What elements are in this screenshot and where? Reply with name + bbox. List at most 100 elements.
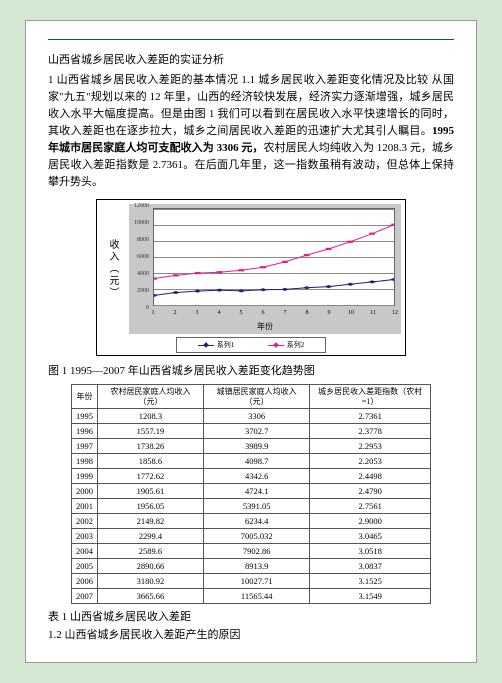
x-axis-title: 年份 [257, 321, 273, 332]
table-cell: 2.3778 [310, 424, 431, 439]
table-cell: 11565.44 [203, 589, 309, 604]
figure-caption: 图 1 1995—2007 年山西省城乡居民收入差距变化趋势图 [48, 362, 454, 378]
table-cell: 3180.92 [98, 574, 204, 589]
x-axis-labels: 123456789101112 [153, 310, 395, 320]
x-tick-label: 3 [196, 310, 199, 316]
table-cell: 3665.66 [98, 589, 204, 604]
table-cell: 2.4790 [310, 484, 431, 499]
table-cell: 3.0518 [310, 544, 431, 559]
table-header: 城乡居民收入差距指数（农村=1） [310, 384, 431, 408]
table-cell: 2.7361 [310, 409, 431, 424]
table-cell: 10027.71 [203, 574, 309, 589]
y-tick-label: 8000 [137, 237, 149, 243]
x-tick-label: 4 [218, 310, 221, 316]
table-row: 19951208.333062.7361 [72, 409, 431, 424]
table-row: 20011956.055391.052.7561 [72, 499, 431, 514]
table-cell: 1956.05 [98, 499, 204, 514]
table-row: 19961557.193702.72.3778 [72, 424, 431, 439]
legend-label-1: 系列1 [217, 340, 235, 350]
line-chart: 收入（元） 020004000600080001000012000 123456… [96, 199, 406, 356]
y-tick-label: 0 [146, 305, 149, 311]
table-cell: 7902.86 [203, 544, 309, 559]
table-cell: 4724.1 [203, 484, 309, 499]
table-cell: 2002 [72, 514, 98, 529]
x-tick-label: 10 [348, 310, 354, 316]
x-tick-label: 8 [306, 310, 309, 316]
table-cell: 2006 [72, 574, 98, 589]
table-cell: 2589.6 [98, 544, 204, 559]
income-table: 年份农村居民家庭人均收入（元）城镇居民家庭人均收入（元）城乡居民收入差距指数（农… [71, 384, 431, 604]
table-cell: 2.2953 [310, 439, 431, 454]
legend-item-2: 系列2 [268, 340, 305, 350]
chart-legend: 系列1 系列2 [176, 337, 326, 353]
table-row: 20052890.668913.93.0837 [72, 559, 431, 574]
x-tick-label: 9 [328, 310, 331, 316]
table-cell: 2001 [72, 499, 98, 514]
table-cell: 1772.62 [98, 469, 204, 484]
y-tick-label: 4000 [137, 271, 149, 277]
table-cell: 1995 [72, 409, 98, 424]
table-cell: 2.7561 [310, 499, 431, 514]
y-axis-labels: 0 2000 4000 6000 8000 10000 12000 [127, 206, 151, 308]
table-cell: 8913.9 [203, 559, 309, 574]
table-row: 20073665.6611565.443.1549 [72, 589, 431, 604]
table-cell: 3.1525 [310, 574, 431, 589]
y-tick-label: 10000 [134, 220, 149, 226]
table-cell: 1999 [72, 469, 98, 484]
plot-area [153, 208, 395, 306]
table-row: 20063180.9210027.713.1525 [72, 574, 431, 589]
table-row: 20032299.47005.0323.0465 [72, 529, 431, 544]
table-cell: 2003 [72, 529, 98, 544]
top-rule [48, 39, 454, 40]
table-row: 20022149.826234.42.9000 [72, 514, 431, 529]
table-cell: 1208.3 [98, 409, 204, 424]
x-tick-label: 12 [392, 310, 398, 316]
legend-label-2: 系列2 [287, 340, 305, 350]
intro-paragraph: 1 山西省城乡居民收入差距的基本情况 1.1 城乡居民收入差距变化情况及比较 从… [48, 72, 454, 191]
document-page: 山西省城乡居民收入差距的实证分析 1 山西省城乡居民收入差距的基本情况 1.1 … [25, 20, 477, 663]
table-cell: 2005 [72, 559, 98, 574]
table-cell: 2.9000 [310, 514, 431, 529]
table-row: 19971738.263989.92.2953 [72, 439, 431, 454]
y-tick-label: 2000 [137, 288, 149, 294]
table-cell: 1997 [72, 439, 98, 454]
table-cell: 4342.6 [203, 469, 309, 484]
section-1-1-lead: 1 山西省城乡居民收入差距的基本情况 1.1 城乡居民收入差距变化情况及比较 [48, 74, 429, 86]
table-cell: 3.0465 [310, 529, 431, 544]
section-1-2: 1.2 山西省城乡居民收入差距产生的原因 [48, 626, 454, 642]
y-tick-label: 6000 [137, 254, 149, 260]
table-cell: 1905.61 [98, 484, 204, 499]
table-cell: 3306 [203, 409, 309, 424]
table-header: 年份 [72, 384, 98, 408]
table-row: 19981858.64098.72.2053 [72, 454, 431, 469]
x-tick-label: 1 [152, 310, 155, 316]
legend-item-1: 系列1 [198, 340, 235, 350]
x-tick-label: 11 [370, 310, 376, 316]
table-row: 20042589.67902.863.0518 [72, 544, 431, 559]
x-tick-label: 2 [174, 310, 177, 316]
series-svg [154, 209, 394, 305]
table-cell: 2149.82 [98, 514, 204, 529]
table-cell: 1998 [72, 454, 98, 469]
table-header: 农村居民家庭人均收入（元） [98, 384, 204, 408]
table-row: 20001905.614724.12.4790 [72, 484, 431, 499]
table-cell: 2004 [72, 544, 98, 559]
chart-inner: 020004000600080001000012000 123456789101… [129, 204, 401, 334]
y-tick-label: 12000 [134, 203, 149, 209]
table-cell: 3.1549 [310, 589, 431, 604]
y-axis-title-outer: 收入（元） [105, 239, 120, 299]
table-cell: 5391.05 [203, 499, 309, 514]
table-cell: 2299.4 [98, 529, 204, 544]
table-cell: 7005.032 [203, 529, 309, 544]
table-cell: 3.0837 [310, 559, 431, 574]
table-header: 城镇居民家庭人均收入（元） [203, 384, 309, 408]
table-cell: 3702.7 [203, 424, 309, 439]
table-cell: 4098.7 [203, 454, 309, 469]
x-tick-label: 6 [262, 310, 265, 316]
table-cell: 1557.19 [98, 424, 204, 439]
table-cell: 2.4498 [310, 469, 431, 484]
doc-title: 山西省城乡居民收入差距的实证分析 [48, 52, 454, 70]
table-cell: 2890.66 [98, 559, 204, 574]
table-cell: 1738.26 [98, 439, 204, 454]
table-cell: 3989.9 [203, 439, 309, 454]
